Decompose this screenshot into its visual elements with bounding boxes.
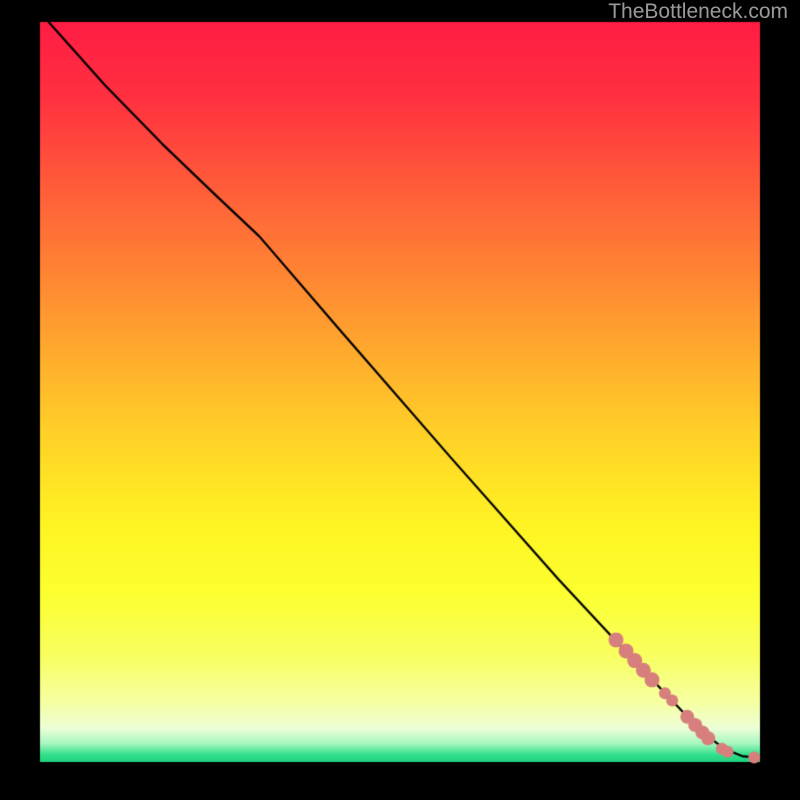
attribution-text: TheBottleneck.com xyxy=(608,0,788,24)
gradient-chart-canvas xyxy=(0,0,800,800)
chart-stage: TheBottleneck.com xyxy=(0,0,800,800)
